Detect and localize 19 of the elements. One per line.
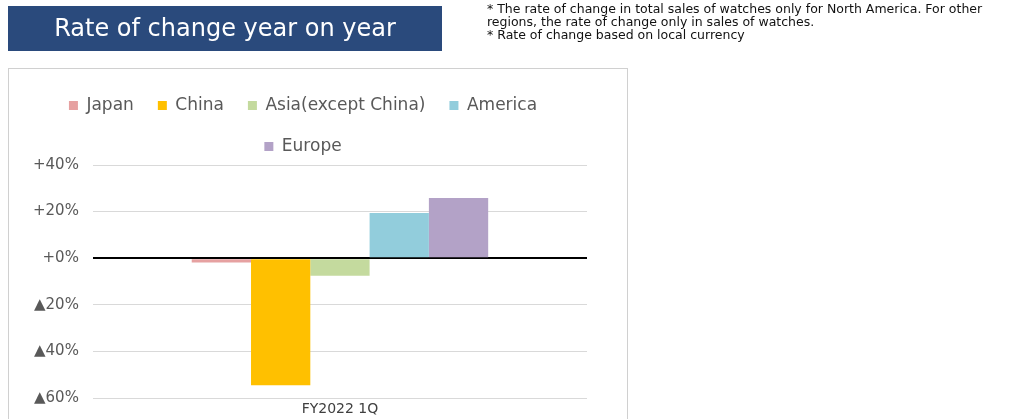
y-tick-label: +0% bbox=[42, 248, 79, 267]
y-tick-label: ▲60% bbox=[34, 387, 79, 406]
bar bbox=[310, 259, 370, 276]
y-tick-label: ▲40% bbox=[34, 341, 79, 360]
bar bbox=[191, 259, 252, 263]
legend-label: Asia(except China) bbox=[265, 93, 426, 114]
legend-label: China bbox=[175, 93, 224, 114]
y-tick-label: ▲20% bbox=[34, 294, 79, 313]
bar bbox=[369, 213, 429, 258]
y-tick-label: +20% bbox=[32, 201, 79, 220]
legend-label: America bbox=[466, 93, 538, 114]
legend-label: Europe bbox=[281, 134, 342, 155]
chart-title: Rate of change year on year bbox=[8, 6, 442, 51]
bar bbox=[251, 259, 311, 386]
y-tick-label: +40% bbox=[32, 154, 79, 173]
text: * The rate of change in total sales of watches only for North America. For other regions, the rate of change only in sales of watches. bbox=[487, 1, 984, 29]
bar bbox=[428, 198, 489, 258]
x-tick-label: FY2022 1Q bbox=[301, 400, 379, 417]
legend-label: Japan bbox=[85, 93, 134, 114]
